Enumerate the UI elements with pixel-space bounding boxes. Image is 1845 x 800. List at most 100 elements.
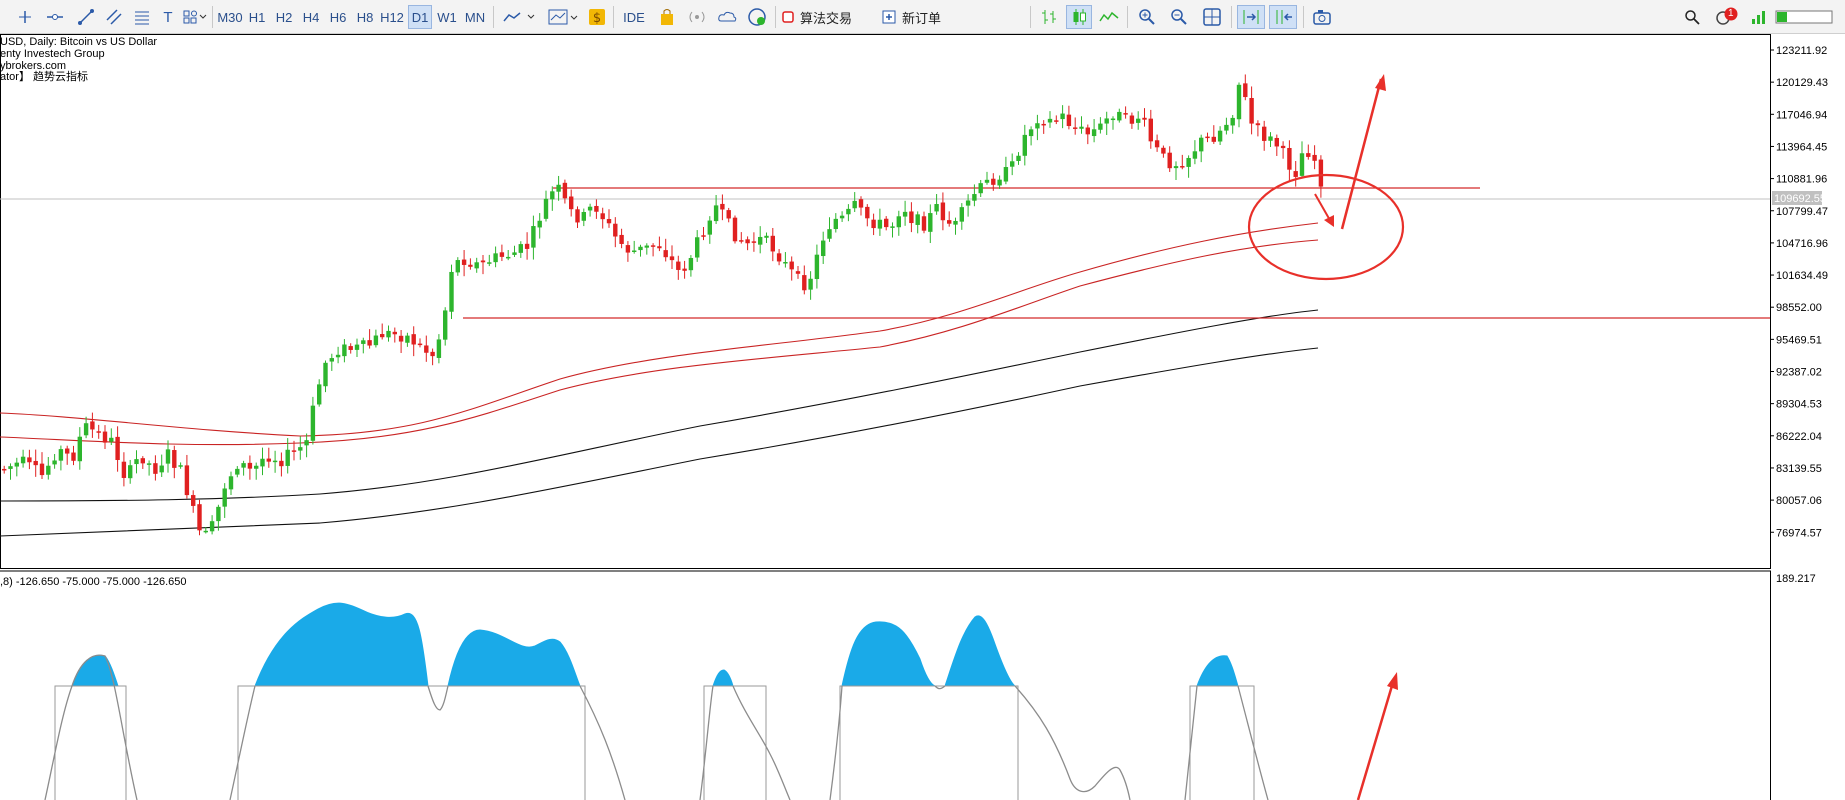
candle-body [902, 211, 908, 217]
bar-chart-icon[interactable] [1036, 5, 1062, 29]
candle-body [455, 260, 460, 273]
candle-body [493, 253, 498, 263]
candle-body [587, 206, 593, 211]
indicators-list-icon[interactable] [500, 5, 540, 29]
candlestick-icon[interactable] [1066, 5, 1092, 29]
screenshot-icon[interactable] [1309, 5, 1335, 29]
timeframe-h8[interactable]: H8 [356, 9, 374, 25]
candle-body [1211, 136, 1216, 142]
cloud-icon[interactable] [714, 5, 740, 29]
annotation-arrow-down[interactable] [1314, 193, 1334, 227]
candle-body [1280, 145, 1286, 149]
price-label: 95469.51 [1776, 334, 1822, 346]
main-pane [0, 34, 1771, 569]
notifications-icon[interactable]: 1 [1713, 5, 1741, 29]
candle-body [821, 240, 826, 257]
candle-body [682, 268, 687, 271]
shapes-icon[interactable] [182, 5, 208, 29]
candle-body [291, 450, 297, 452]
candle-body [1161, 147, 1166, 154]
candle-body [632, 250, 637, 252]
auto-scroll-icon[interactable] [1237, 5, 1265, 29]
candle-body [480, 260, 486, 263]
candle-body [884, 218, 889, 228]
timeframe-h4[interactable]: H4 [302, 9, 320, 25]
candle-body [411, 334, 416, 345]
candle-body [1268, 136, 1273, 141]
timeframe-w1[interactable]: W1 [437, 9, 457, 25]
vps-icon[interactable] [744, 5, 770, 29]
candle-body [695, 237, 700, 258]
candle-body [657, 246, 662, 249]
timeframe-m30[interactable]: M30 [217, 9, 243, 25]
candle-body [430, 351, 435, 357]
zoom-in-icon[interactable] [1134, 5, 1160, 29]
search-icon[interactable] [1680, 5, 1704, 29]
timeframe-h12[interactable]: H12 [380, 9, 404, 25]
candle-body [1073, 127, 1078, 129]
price-label: 83139.55 [1776, 463, 1822, 475]
signal-strength-icon[interactable] [1748, 5, 1770, 29]
algo-trading-button[interactable]: 算法交易 [782, 5, 876, 29]
candle-body [474, 262, 479, 269]
annotation-arrow-indicator[interactable] [1356, 672, 1398, 800]
candle-body [146, 463, 152, 465]
timeframe-h2[interactable]: H2 [275, 9, 293, 25]
candle-body [619, 234, 624, 244]
timeframe-h1[interactable]: H1 [248, 9, 266, 25]
candle-body [14, 462, 19, 467]
crosshair-icon[interactable] [44, 5, 66, 29]
candle-body [380, 334, 385, 338]
price-scale[interactable]: 123211.92 120129.43 117046.94 113964.45 1108… [1770, 45, 1828, 539]
dollar-icon[interactable]: $ [586, 5, 608, 29]
candle-body [342, 344, 347, 357]
timeframe-mn[interactable]: MN [464, 9, 486, 25]
candle-body [443, 310, 448, 340]
cursor-icon[interactable] [14, 5, 36, 29]
candle-body [499, 252, 505, 257]
new-order-button[interactable]: 新订单 [882, 5, 962, 29]
candle-body [272, 460, 278, 463]
new-order-icon [882, 10, 896, 24]
candle-body [1060, 113, 1065, 120]
candle-body [915, 214, 920, 225]
candle-body [1028, 129, 1034, 137]
channel-icon[interactable] [103, 5, 125, 29]
candle-body [1217, 130, 1223, 142]
timeframe-d1[interactable]: D1 [408, 5, 432, 29]
candle-body [1167, 152, 1172, 169]
candle-body [1186, 157, 1191, 167]
chart-shift-icon[interactable] [1269, 5, 1297, 29]
candle-body [1192, 151, 1198, 159]
chart-area[interactable]: USD, Daily: Bitcoin vs US Dollar enty In… [0, 34, 1845, 800]
line-chart-icon[interactable] [1096, 5, 1122, 29]
candle-body [506, 256, 511, 259]
connection-status-icon [1774, 5, 1834, 29]
candle-body [298, 447, 303, 451]
shopping-bag-icon[interactable] [655, 5, 679, 29]
candle-body [2, 468, 7, 471]
notification-count: 1 [1728, 8, 1734, 19]
candle-body [1236, 84, 1242, 120]
candle-body [758, 236, 763, 245]
candle-body [373, 335, 379, 346]
signal-icon[interactable] [684, 5, 710, 29]
indicator-scale-top: 189.217 [1776, 573, 1816, 585]
zoom-out-icon[interactable] [1166, 5, 1192, 29]
fibonacci-icon[interactable] [131, 5, 153, 29]
price-label: 120129.43 [1776, 77, 1828, 89]
tile-windows-icon[interactable] [1199, 5, 1225, 29]
candle-body [1047, 118, 1053, 123]
timeframe-h6[interactable]: H6 [329, 9, 347, 25]
templates-icon[interactable] [546, 5, 582, 29]
candle-body [1035, 123, 1040, 129]
annotation-circle[interactable] [1247, 173, 1405, 281]
candle-body [1022, 134, 1027, 156]
annotation-arrow-up[interactable] [1340, 74, 1386, 230]
candle-body [751, 241, 757, 243]
ide-button[interactable]: IDE [623, 9, 645, 25]
candle-body [688, 257, 694, 271]
text-icon[interactable]: T [163, 8, 173, 26]
trendline-icon[interactable] [75, 5, 97, 29]
candle-body [52, 460, 57, 465]
